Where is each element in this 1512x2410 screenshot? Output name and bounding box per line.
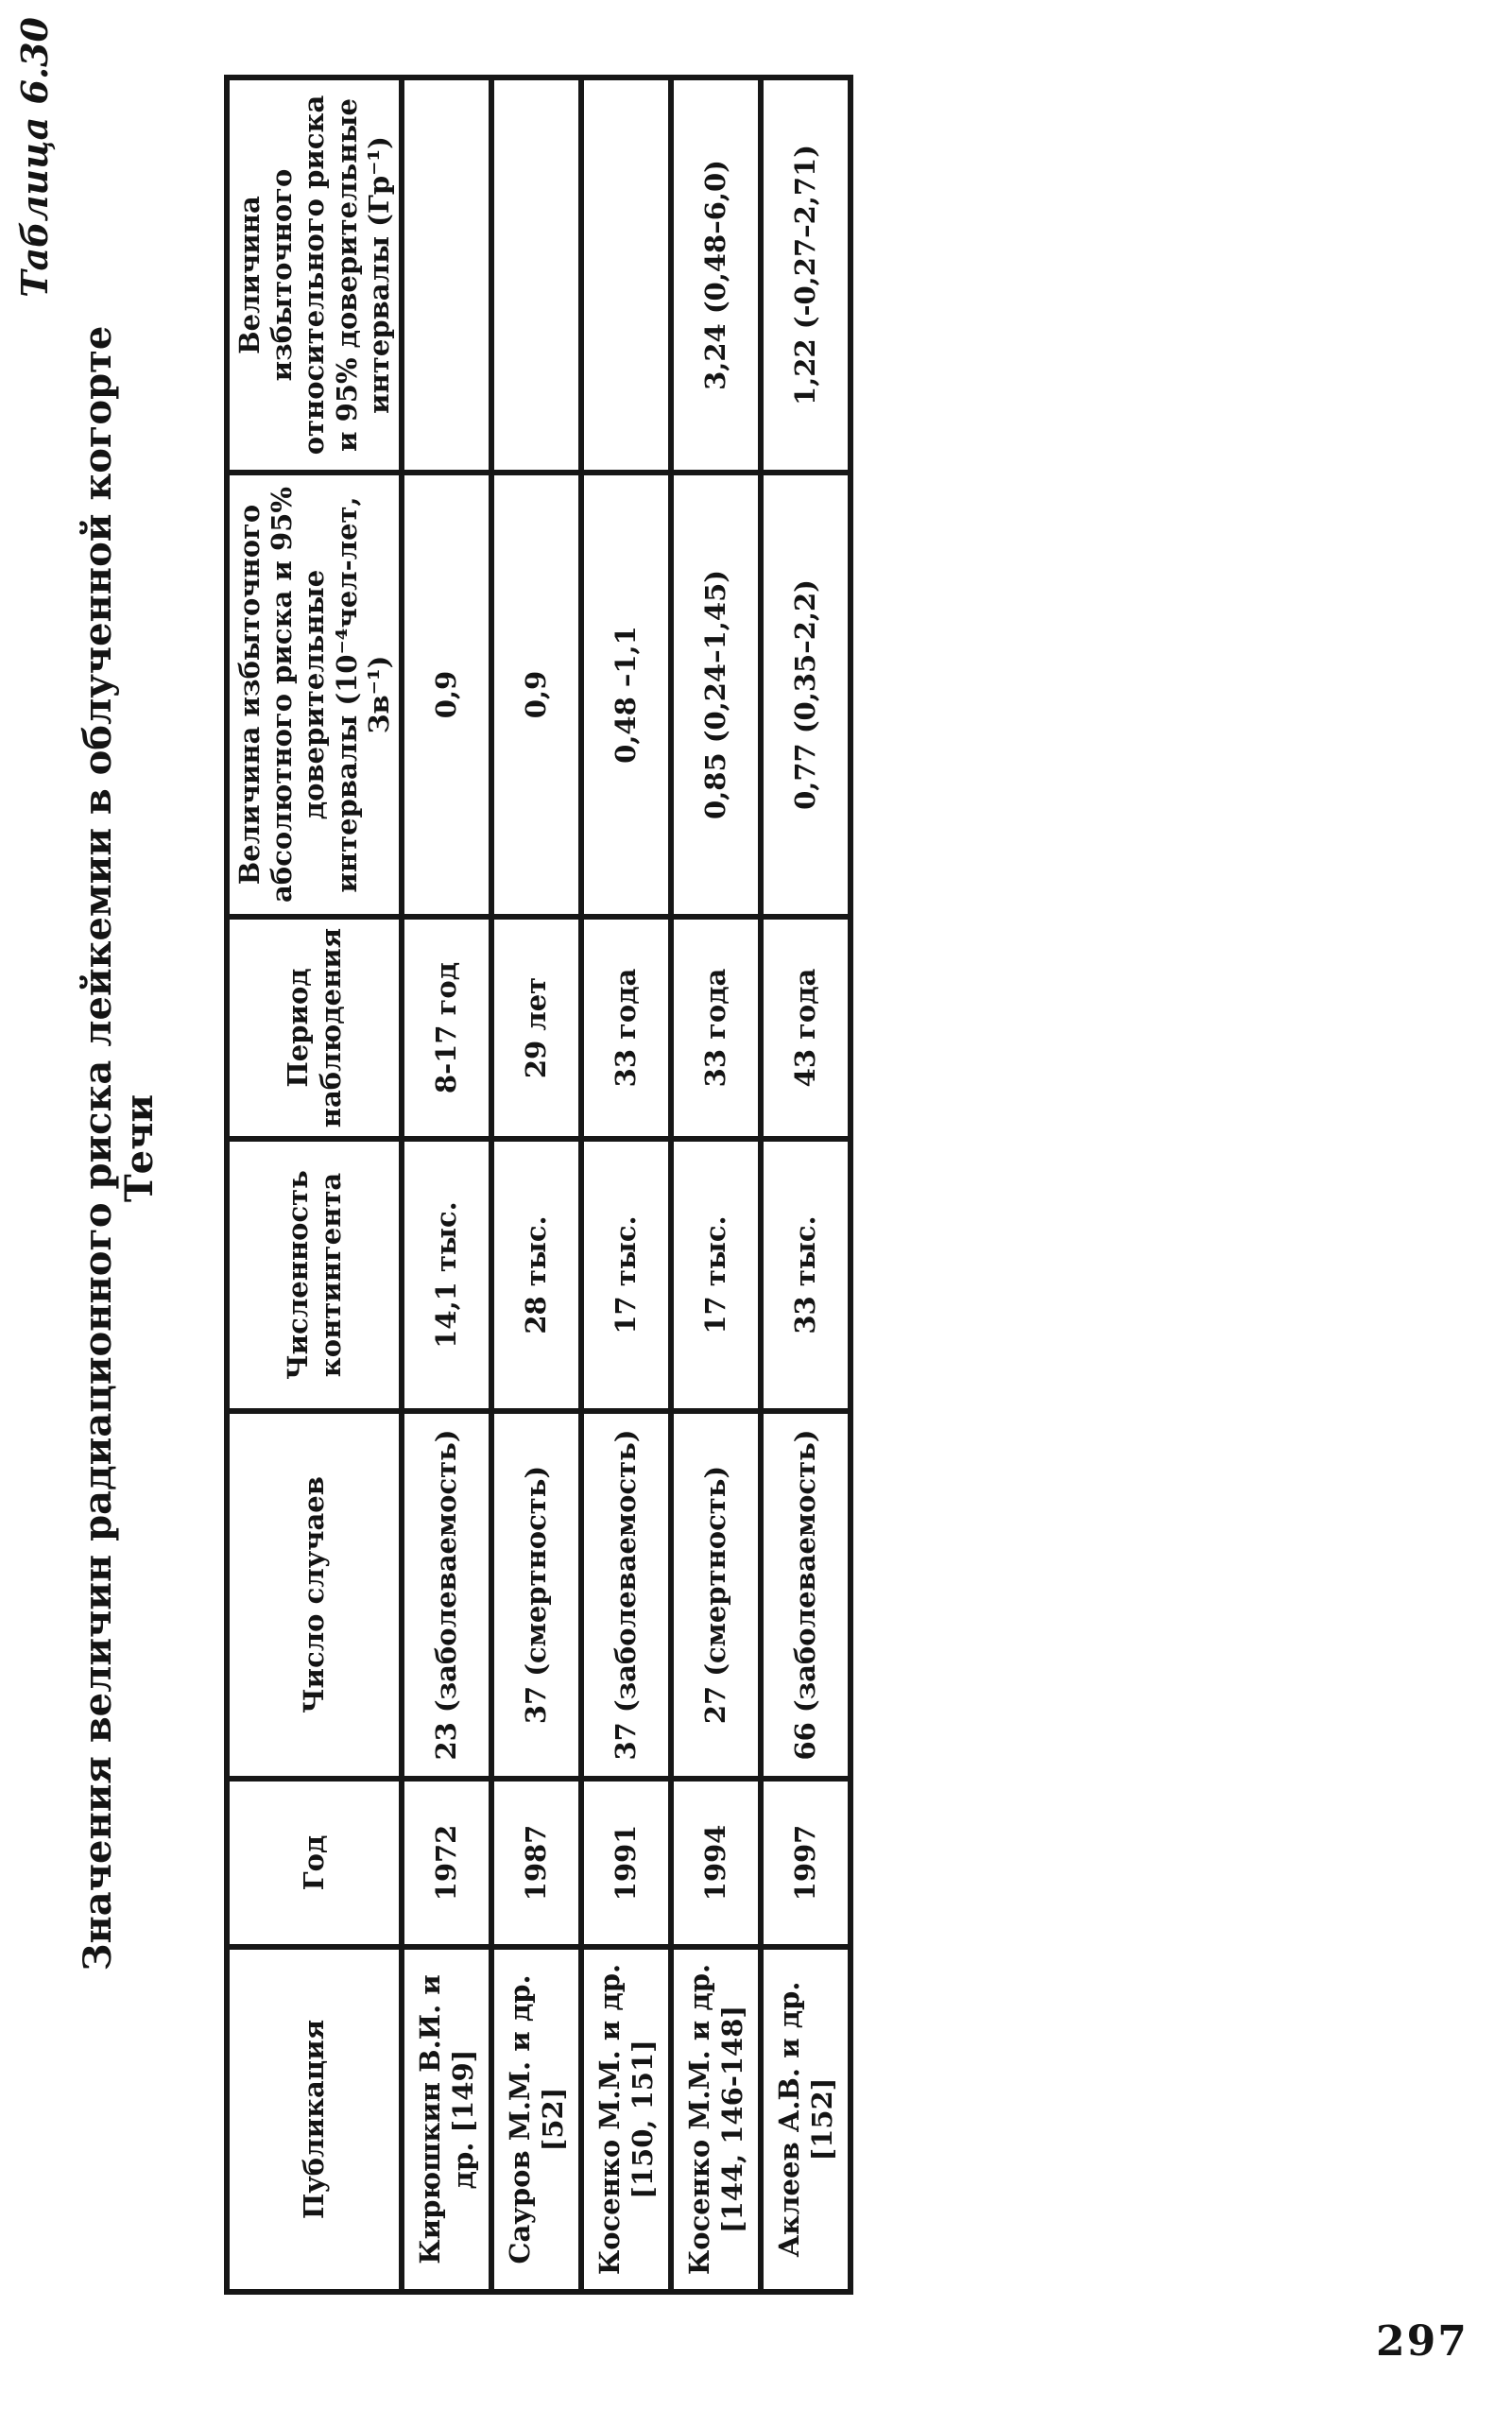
cell-cases: 37 (заболеваемость) [581,1411,672,1779]
cell-year: 1991 [581,1779,672,1947]
cell-publication: Косенко М.М. и др. [144, 146-148] [671,1947,762,2292]
cell-relative-risk: 3,24 (0,48–6,0) [671,77,762,473]
cell-cohort-size: 28 тыс. [491,1139,582,1411]
cell-observation-period: 8-17 год [402,917,492,1139]
cell-observation-period: 33 года [581,917,672,1139]
cell-relative-risk [402,77,492,473]
cell-publication: Кирюшкин В.И. и др. [149] [402,1947,492,2292]
cell-publication: Аклеев А.В. и др. [152] [761,1947,851,2292]
table-row: Аклеев А.В. и др. [152] 1997 66 (заболев… [761,77,851,2292]
cell-absolute-risk: 0,9 [402,473,492,917]
cell-year: 1994 [671,1779,762,1947]
cell-cases: 27 (смертность) [671,1411,762,1779]
cell-absolute-risk: 0,48 –1,1 [581,473,672,917]
page-number: 297 [1376,2317,1469,2366]
cell-publication: Сауров М.М. и др. [52] [491,1947,582,2292]
cell-cohort-size: 33 тыс. [761,1139,851,1411]
header-cases: Число случаев [227,1411,403,1779]
header-absolute-risk: Величина избыточного абсолютного риска и… [227,473,403,917]
table-row: Сауров М.М. и др. [52] 1987 37 (смертнос… [491,77,582,2292]
cell-cases: 23 (заболеваемость) [402,1411,492,1779]
cell-cohort-size: 17 тыс. [581,1139,672,1411]
cell-cases: 66 (заболеваемость) [761,1411,851,1779]
table-row: Кирюшкин В.И. и др. [149] 1972 23 (забол… [402,77,492,2292]
table-header-row: Публикация Год Число случаев Численность… [227,77,403,2292]
cell-cohort-size: 14,1 тыс. [402,1139,492,1411]
header-observation-period: Период наблюдения [227,917,403,1139]
cell-absolute-risk: 0,9 [491,473,582,917]
cell-year: 1997 [761,1779,851,1947]
cell-absolute-risk: 0,85 (0,24–1,45) [671,473,762,917]
cell-observation-period: 33 года [671,917,762,1139]
header-cohort-size: Численность контингента [227,1139,403,1411]
cell-year: 1987 [491,1779,582,1947]
cell-year: 1972 [402,1779,492,1947]
cell-cohort-size: 17 тыс. [671,1139,762,1411]
cell-publication: Косенко М.М. и др. [150, 151] [581,1947,672,2292]
cell-relative-risk [581,77,672,473]
header-publication: Публикация [227,1947,403,2292]
cell-relative-risk: 1,22 (-0,27–2,71) [761,77,851,473]
table-title: Значения величин радиационного риска лей… [76,325,162,1971]
cell-observation-period: 43 года [761,917,851,1139]
table-row: Косенко М.М. и др. [144, 146-148] 1994 2… [671,77,762,2292]
table-caption: Таблица 6.30 [13,17,56,298]
risk-table: Публикация Год Число случаев Численность… [224,75,854,2295]
cell-observation-period: 29 лет [491,917,582,1139]
header-relative-risk: Величина избыточного относительного риск… [227,77,403,473]
header-year: Год [227,1779,403,1947]
table-row: Косенко М.М. и др. [150, 151] 1991 37 (з… [581,77,672,2292]
cell-cases: 37 (смертность) [491,1411,582,1779]
cell-relative-risk [491,77,582,473]
cell-absolute-risk: 0,77 (0,35–2,2) [761,473,851,917]
